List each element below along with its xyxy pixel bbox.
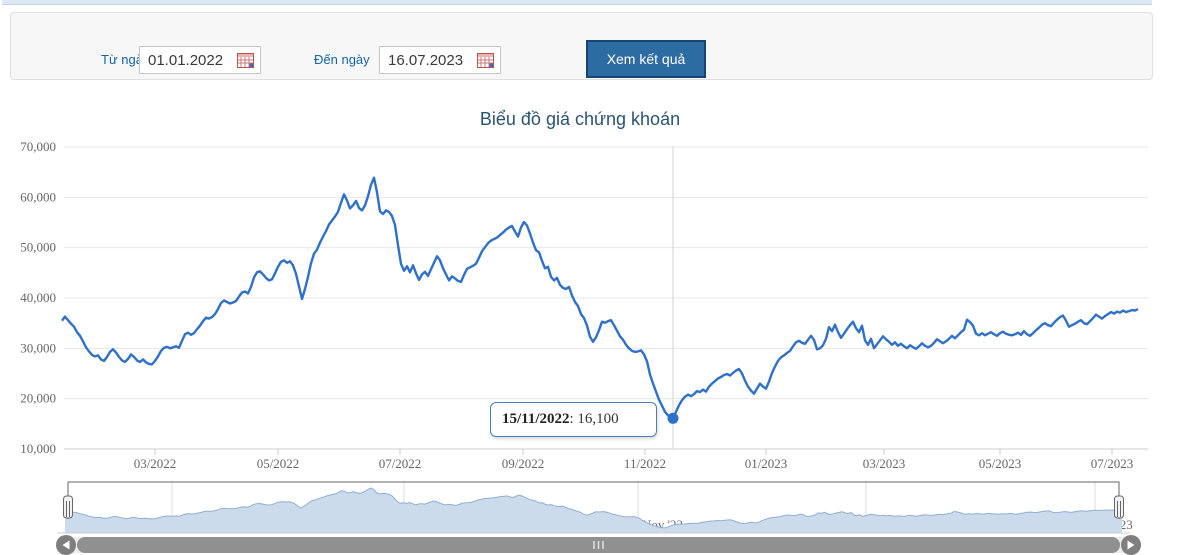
- y-axis-label: 50,000: [20, 240, 56, 255]
- from-date-input[interactable]: [140, 47, 242, 73]
- y-axis-label: 10,000: [20, 441, 56, 456]
- navigator-left-handle-grip-icon: [66, 501, 70, 517]
- scrollbar-right-arrow-icon: [1127, 540, 1135, 550]
- calendar-icon[interactable]: [237, 52, 254, 68]
- filter-panel: Từ ngày Đến ngày Xem kết quả: [10, 12, 1153, 80]
- y-axis-label: 30,000: [20, 340, 56, 355]
- top-strip: [2, 0, 1152, 5]
- highlighted-point-marker: [667, 412, 679, 424]
- x-axis-label: 05/2022: [257, 456, 300, 471]
- navigator-right-handle-grip-icon: [1117, 501, 1121, 517]
- from-date-label: Từ ngày: [101, 52, 150, 67]
- y-axis-label: 70,000: [20, 139, 56, 154]
- navigator-right-handle[interactable]: [1114, 495, 1124, 519]
- tooltip-value: : 16,100: [569, 411, 619, 427]
- price-line-series: [61, 176, 1139, 420]
- to-date-field: [379, 46, 501, 74]
- y-axis-label: 60,000: [20, 189, 56, 204]
- view-results-button[interactable]: Xem kết quả: [586, 40, 706, 78]
- to-date-label: Đến ngày: [314, 52, 370, 67]
- navigator-area: [65, 487, 1122, 533]
- x-axis-label: 03/2023: [863, 456, 906, 471]
- from-date-field: [139, 46, 261, 74]
- scrollbar-thumb-grip-icon: [593, 541, 604, 549]
- x-axis-label: 07/2022: [379, 456, 422, 471]
- x-axis-label: 11/2022: [624, 456, 666, 471]
- navigator-left-handle[interactable]: [63, 495, 73, 519]
- x-axis-label: 07/2023: [1091, 456, 1134, 471]
- y-axis-label: 40,000: [20, 290, 56, 305]
- x-axis-label: 09/2022: [502, 456, 545, 471]
- chart-title: Biểu đồ giá chứng khoán: [479, 109, 681, 129]
- navigator-area-line: [64, 487, 1123, 529]
- chart-tooltip: 15/11/2022: 16,100: [490, 402, 657, 437]
- to-date-input[interactable]: [380, 47, 482, 73]
- y-axis-label: 20,000: [20, 391, 56, 406]
- tooltip-date: 15/11/2022: [502, 411, 570, 427]
- scrollbar-left-arrow-icon: [62, 540, 70, 550]
- calendar-icon[interactable]: [477, 52, 494, 68]
- x-axis-label: 01/2023: [745, 456, 788, 471]
- x-axis-label: 03/2022: [134, 456, 177, 471]
- x-axis-label: 05/2023: [979, 456, 1022, 471]
